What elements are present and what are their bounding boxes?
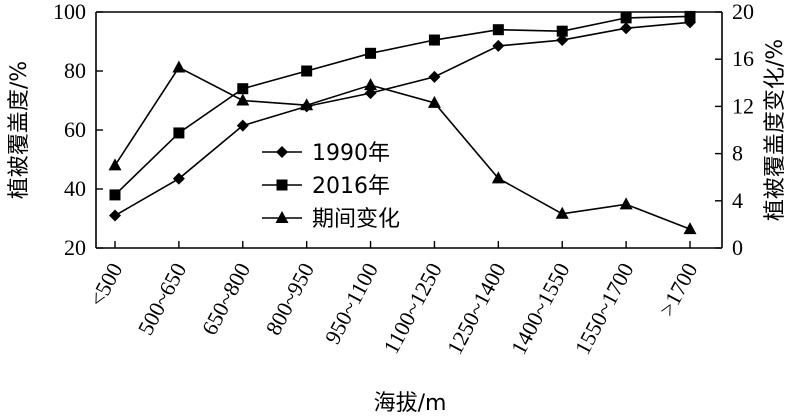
x-tick-label: 1550~1700 [570, 259, 639, 359]
y-right-tick-label: 20 [732, 0, 754, 24]
y-left-tick-label: 80 [64, 58, 86, 83]
data-point-series-2 [172, 60, 186, 73]
data-point-series-0 [236, 119, 249, 132]
series-line-1 [114, 15, 691, 196]
x-tick-label: >1700 [654, 259, 703, 321]
legend-marker [276, 146, 288, 158]
data-point-series-0 [109, 209, 121, 222]
legend-label: 1990年 [312, 141, 390, 166]
data-point-series-2 [236, 93, 250, 106]
x-tick-label: 1250~1400 [442, 259, 511, 359]
y-left-tick-label: 40 [64, 176, 86, 201]
y-right-tick-label: 0 [732, 235, 743, 260]
x-tick-label: 1400~1550 [506, 259, 575, 359]
data-point-series-2 [619, 197, 633, 210]
data-point-series-2 [683, 222, 697, 235]
data-point-series-1 [173, 127, 185, 139]
data-point-series-1 [301, 65, 313, 77]
data-point-series-1 [620, 12, 632, 24]
data-point-series-1 [428, 34, 440, 46]
y-left-tick-label: 60 [64, 117, 86, 142]
y-axis-left-title: 植被覆盖度/% [7, 61, 32, 199]
data-point-series-2 [555, 206, 569, 219]
series-layer [108, 10, 697, 235]
data-point-series-0 [172, 172, 185, 185]
legend-label: 期间变化 [312, 207, 400, 232]
x-tick-label: 950~1100 [320, 259, 383, 349]
legend-label: 2016年 [312, 174, 390, 199]
data-point-series-2 [108, 158, 122, 171]
y-right-tick-label: 4 [732, 188, 743, 213]
y-left-tick-label: 100 [53, 0, 86, 24]
x-axis-title: 海拔/m [374, 391, 447, 416]
data-point-series-1 [109, 189, 121, 201]
data-point-series-1 [492, 24, 504, 36]
data-point-series-2 [491, 171, 505, 184]
y-left-tick-label: 20 [64, 235, 86, 260]
data-point-series-1 [237, 83, 249, 95]
series-line-2 [114, 66, 691, 230]
data-point-series-2 [427, 95, 441, 108]
data-point-series-1 [365, 47, 377, 59]
y-right-tick-label: 12 [732, 93, 754, 118]
series-line-0 [114, 21, 691, 217]
legend-marker [275, 211, 289, 223]
y-right-tick-label: 16 [732, 46, 754, 71]
x-tick-label: <500 [84, 259, 127, 311]
x-tick-label: 1100~1250 [378, 259, 447, 358]
data-point-series-1 [556, 25, 568, 37]
data-point-series-1 [684, 10, 696, 22]
x-tick-label: 500~650 [133, 259, 192, 340]
x-tick-label: 650~800 [197, 259, 256, 340]
data-point-series-0 [556, 34, 569, 47]
y-right-tick-label: 8 [732, 141, 743, 166]
y-axis-right-title: 植被覆盖度变化/% [763, 39, 788, 221]
legend-marker [276, 179, 288, 191]
data-point-series-0 [492, 39, 505, 52]
data-point-series-2 [364, 78, 378, 91]
data-point-series-0 [428, 70, 441, 83]
data-point-series-2 [300, 98, 314, 111]
x-tick-label: 800~950 [260, 259, 319, 340]
data-point-series-0 [620, 22, 633, 35]
